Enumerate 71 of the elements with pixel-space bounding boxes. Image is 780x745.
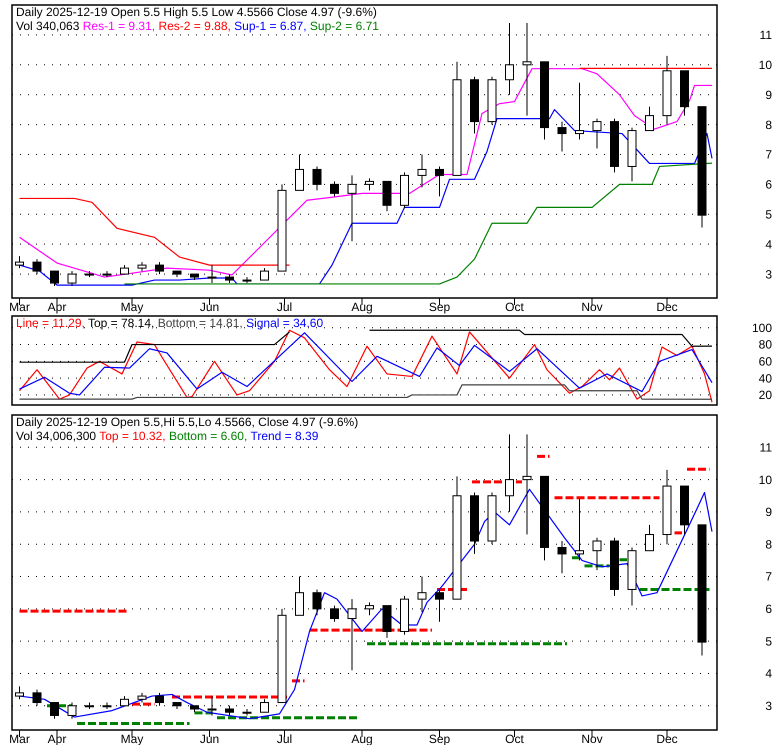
- y-tick-label: 9: [765, 88, 772, 102]
- y-tick-label: 10: [758, 472, 772, 487]
- chart-title: Daily 2025-12-19 Open 5.5,Hi 5.5,Lo 4.5566, Close 4.97 (-9.6%): [16, 415, 358, 429]
- x-tick-label: Oct: [505, 300, 524, 314]
- candlestick: [260, 268, 269, 281]
- text: Vol 340,063: [16, 19, 83, 33]
- candlestick: [155, 692, 164, 706]
- y-tick-label: 7: [765, 570, 772, 584]
- text: Sup-1 = 6.87,: [234, 19, 310, 33]
- y-tick-label: 9: [765, 505, 772, 520]
- y-tick-label: 80: [758, 338, 772, 352]
- text: Vol 34,006,300: [16, 429, 100, 443]
- series-label: Top = 78.14,: [88, 316, 158, 330]
- x-tick-label: Jul: [276, 732, 292, 745]
- candlestick: [592, 537, 602, 571]
- x-tick-label: Jul: [276, 300, 292, 314]
- text: Bottom = 14.81,: [158, 316, 246, 330]
- candlestick: [260, 698, 269, 713]
- y-tick-label: 20: [758, 388, 772, 402]
- candlestick: [50, 702, 59, 720]
- y-tick-label: 100: [752, 320, 772, 335]
- x-tick-label: Oct: [505, 732, 524, 745]
- x-tick-label: Mar: [9, 732, 30, 745]
- x-tick-label: Apr: [48, 300, 66, 314]
- x-tick-label: Dec: [656, 300, 678, 314]
- y-tick-label: 8: [765, 118, 772, 132]
- y-tick-label: 8: [765, 537, 772, 552]
- text: Bottom = 6.60,: [168, 429, 250, 443]
- y-tick-label: 5: [765, 634, 772, 648]
- y-tick-label: 3: [765, 267, 772, 282]
- candlestick: [15, 256, 24, 269]
- series-label: Signal = 34.60: [246, 316, 324, 330]
- x-tick-label: May: [120, 300, 144, 314]
- y-tick-label: 6: [765, 178, 772, 192]
- candlestick: [312, 588, 322, 616]
- x-tick-label: Dec: [656, 732, 678, 745]
- candlestick: [138, 692, 146, 704]
- candlestick: [120, 696, 129, 706]
- candlestick: [435, 166, 444, 197]
- candlestick: [435, 588, 444, 622]
- text: Trend = 8.39: [250, 429, 319, 443]
- x-tick-label: Mar: [9, 300, 30, 314]
- chart-title: Daily 2025-12-19 Open 5.5 High 5.5 Low 4.5566 Close 4.97 (-9.6%): [16, 5, 377, 19]
- text: Res-1 = 9.31,: [82, 19, 158, 33]
- y-tick-label: 11: [760, 440, 772, 455]
- line-series: [124, 162, 713, 285]
- x-tick-label: Jun: [200, 300, 220, 314]
- candlestick: [592, 118, 602, 150]
- y-tick-label: 40: [758, 371, 772, 386]
- text: Line = 11.29,: [16, 316, 88, 330]
- y-tick-label: 6: [765, 602, 772, 616]
- text: Top = 10.32,: [99, 429, 169, 443]
- candlestick: [15, 686, 24, 700]
- x-tick-label: Nov: [581, 300, 603, 314]
- y-tick-label: 3: [765, 698, 772, 713]
- x-tick-label: Aug: [351, 300, 373, 314]
- y-tick-label: 7: [765, 148, 772, 162]
- x-tick-label: Nov: [581, 732, 603, 745]
- candlestick: [155, 262, 164, 275]
- y-tick-label: 60: [758, 354, 772, 369]
- x-tick-label: Jun: [200, 732, 220, 745]
- y-tick-label: 4: [765, 237, 772, 252]
- x-tick-label: Sep: [428, 300, 450, 314]
- y-tick-label: 10: [758, 58, 772, 72]
- y-tick-label: 5: [765, 207, 772, 222]
- candlestick: [312, 166, 322, 191]
- line-series: [18, 384, 713, 400]
- y-tick-label: 4: [765, 666, 772, 681]
- y-tick-label: 11: [760, 28, 772, 42]
- text: Res-2 = 9.88,: [158, 19, 234, 33]
- text: Sup-2 = 6.71: [310, 19, 380, 33]
